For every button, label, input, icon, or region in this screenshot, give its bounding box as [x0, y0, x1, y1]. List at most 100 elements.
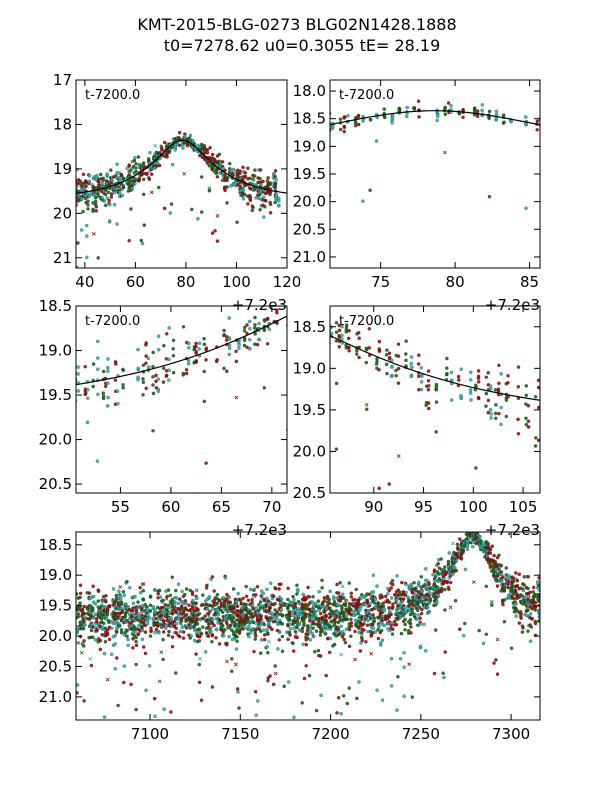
data-point — [141, 380, 146, 385]
data-point — [521, 626, 525, 630]
data-point — [456, 374, 461, 379]
data-point — [432, 568, 437, 572]
data-point — [82, 611, 86, 616]
data-point — [115, 222, 119, 226]
data-point — [389, 621, 394, 625]
data-point — [345, 617, 350, 622]
data-point — [125, 628, 129, 633]
data-point — [426, 401, 431, 405]
data-point — [385, 371, 389, 376]
data-point — [121, 383, 125, 387]
data-point — [228, 161, 232, 166]
data-point — [361, 199, 365, 203]
data-point — [536, 385, 540, 390]
data-point — [262, 598, 267, 602]
y-tick-label: 20.5 — [39, 475, 72, 493]
data-point — [151, 605, 156, 609]
data-point — [144, 386, 148, 391]
data-point — [536, 378, 540, 383]
data-point — [415, 617, 419, 621]
data-point — [291, 594, 295, 599]
data-point — [214, 627, 219, 632]
data-point — [416, 362, 421, 366]
data-point — [437, 576, 442, 581]
data-point — [268, 211, 273, 215]
data-point — [502, 120, 506, 124]
outlier-point — [118, 585, 123, 589]
data-point — [181, 636, 186, 640]
data-point — [533, 601, 538, 605]
data-point — [419, 380, 424, 384]
outlier-point — [266, 639, 271, 644]
outlier-point — [234, 662, 238, 667]
data-point — [131, 637, 135, 641]
data-point — [257, 321, 261, 326]
data-point — [516, 385, 521, 389]
data-point — [104, 599, 108, 604]
data-point — [382, 609, 387, 613]
data-point — [158, 595, 163, 599]
panel-p4: 90 95 100 105 18.5 19.0 19.5 20.0 20.5 t-7200.0 +7… — [293, 305, 541, 539]
data-point — [201, 593, 205, 597]
data-point — [488, 407, 493, 412]
data-point — [227, 596, 231, 600]
outlier-point — [294, 632, 298, 636]
data-point — [476, 374, 481, 379]
data-point — [338, 117, 343, 121]
data-point — [526, 574, 531, 579]
data-point — [526, 608, 530, 613]
data-point — [176, 601, 181, 606]
data-point — [497, 553, 501, 558]
data-point — [81, 172, 86, 177]
data-points-group — [330, 321, 540, 491]
data-point — [280, 622, 285, 626]
data-point — [362, 622, 366, 626]
outlier-point — [179, 621, 184, 626]
data-point — [174, 596, 179, 600]
data-point — [165, 332, 169, 336]
outlier-point — [369, 651, 374, 656]
y-tick-label: 21.0 — [39, 688, 72, 706]
data-point — [262, 215, 266, 219]
outlier-point — [153, 143, 158, 148]
data-point — [148, 609, 153, 613]
data-point — [312, 634, 316, 639]
outlier-point — [442, 150, 447, 155]
data-point — [434, 400, 439, 404]
data-point — [174, 626, 178, 630]
outlier-point — [105, 677, 110, 682]
data-point — [252, 326, 257, 330]
data-points-group — [76, 306, 287, 493]
data-point — [408, 617, 413, 622]
data-point — [140, 637, 145, 642]
data-point — [248, 195, 253, 199]
data-point — [295, 625, 299, 630]
data-point — [259, 614, 263, 618]
data-point — [82, 619, 86, 623]
data-point — [365, 623, 370, 627]
data-point — [136, 375, 140, 380]
data-point — [304, 597, 308, 601]
data-point — [148, 150, 152, 155]
data-point — [286, 586, 290, 591]
data-point — [210, 575, 215, 579]
data-point — [332, 600, 337, 604]
data-point — [138, 585, 142, 590]
x-tick-label: 120 — [273, 273, 302, 291]
data-point — [120, 610, 124, 614]
data-point — [146, 356, 151, 361]
data-point — [225, 641, 229, 646]
data-point — [186, 361, 191, 366]
data-point — [506, 374, 510, 378]
data-point — [320, 586, 324, 590]
data-point — [458, 537, 462, 541]
data-point — [78, 591, 83, 596]
data-point — [347, 627, 352, 632]
y-tick-label: 19.0 — [293, 359, 326, 377]
data-point — [241, 612, 246, 616]
data-point — [537, 576, 540, 580]
data-point — [528, 590, 532, 595]
data-point — [141, 177, 146, 182]
data-point — [372, 616, 377, 620]
data-point — [124, 602, 128, 606]
